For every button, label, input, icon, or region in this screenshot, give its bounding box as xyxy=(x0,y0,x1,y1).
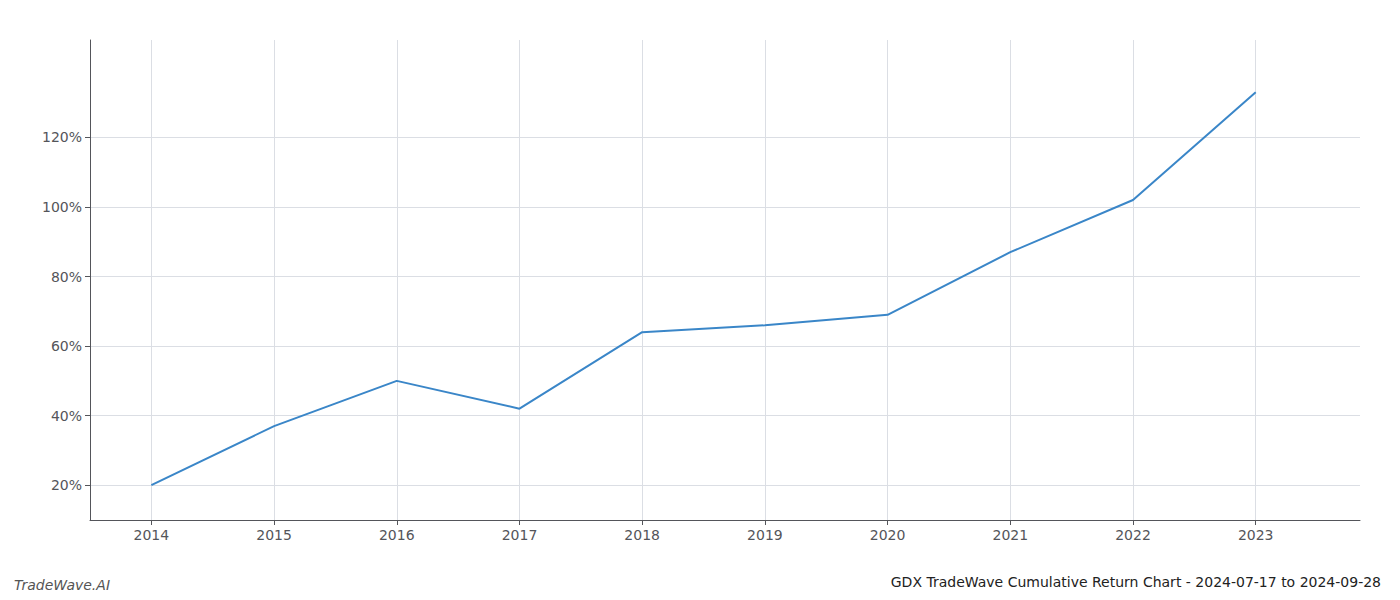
svg-text:100%: 100% xyxy=(42,199,82,215)
svg-text:80%: 80% xyxy=(51,269,82,285)
svg-text:2023: 2023 xyxy=(1238,527,1274,543)
svg-text:2015: 2015 xyxy=(256,527,292,543)
svg-text:2021: 2021 xyxy=(992,527,1028,543)
svg-text:2016: 2016 xyxy=(379,527,415,543)
svg-text:GDX TradeWave Cumulative Retur: GDX TradeWave Cumulative Return Chart - … xyxy=(891,574,1381,590)
svg-text:2019: 2019 xyxy=(747,527,783,543)
svg-text:2014: 2014 xyxy=(134,527,170,543)
svg-text:2022: 2022 xyxy=(1115,527,1151,543)
svg-text:2018: 2018 xyxy=(624,527,660,543)
svg-text:20%: 20% xyxy=(51,477,82,493)
svg-text:120%: 120% xyxy=(42,129,82,145)
svg-text:60%: 60% xyxy=(51,338,82,354)
svg-text:2020: 2020 xyxy=(870,527,906,543)
svg-text:2017: 2017 xyxy=(502,527,538,543)
svg-text:TradeWave.AI: TradeWave.AI xyxy=(14,577,110,593)
svg-text:40%: 40% xyxy=(51,408,82,424)
